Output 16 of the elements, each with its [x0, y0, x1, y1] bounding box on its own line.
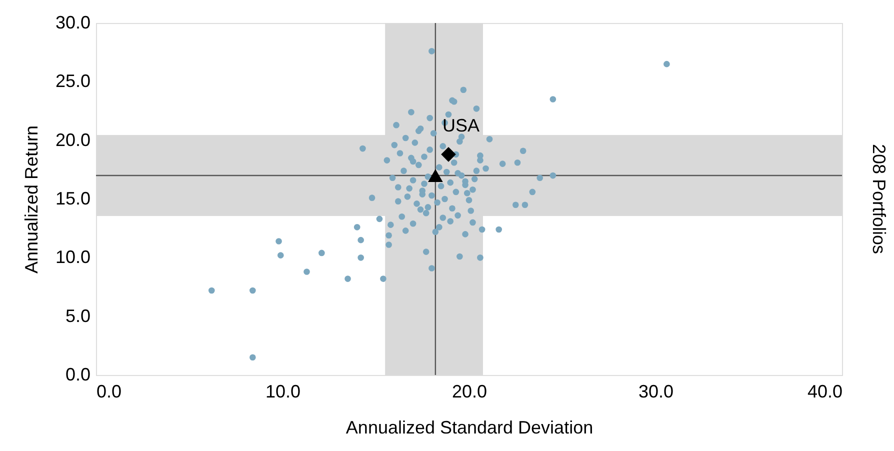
y-axis-title: Annualized Return: [21, 125, 42, 274]
y-tick-label: 20.0: [55, 130, 90, 150]
annotation: USA: [442, 115, 480, 136]
x-tick-label: 10.0: [265, 382, 301, 402]
y2-axis-title: 208 Portfolios: [869, 144, 889, 254]
y-tick-label: 30.0: [55, 12, 90, 32]
x-tick-label: 0.0: [96, 382, 122, 402]
x-tick-label: 30.0: [638, 382, 674, 402]
y-tick-label: 25.0: [55, 71, 90, 92]
x-tick-label: 20.0: [452, 382, 488, 402]
x-axis-title: Annualized Standard Deviation: [346, 418, 594, 438]
y-tick-label: 10.0: [55, 247, 90, 268]
y-tick-label: 0.0: [65, 364, 90, 384]
x-tick-label: 40.0: [807, 382, 842, 402]
y-tick-label: 5.0: [65, 306, 90, 326]
y-tick-label: 15.0: [55, 188, 90, 208]
